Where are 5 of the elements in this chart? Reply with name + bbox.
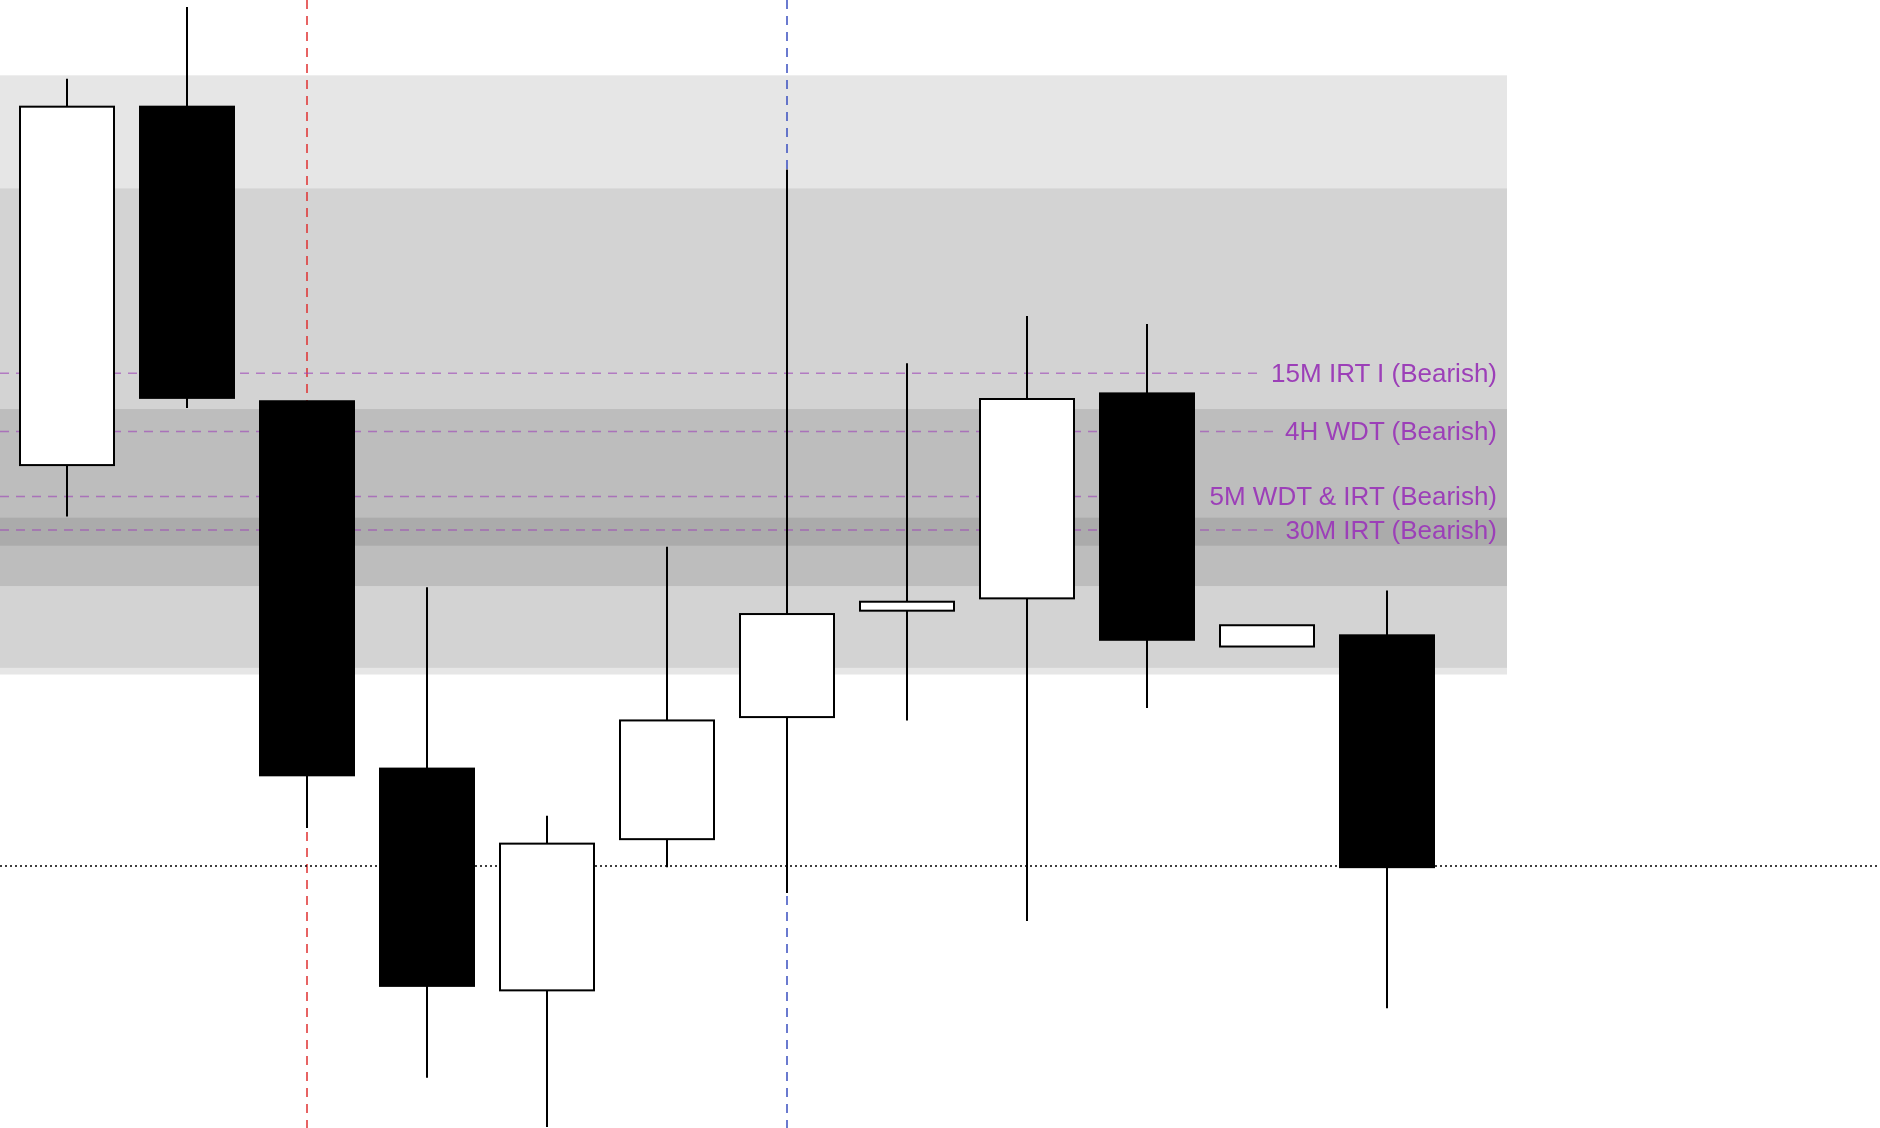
ref-line-label: 30M IRT (Bearish) — [1285, 515, 1497, 546]
ref-line-label: 4H WDT (Bearish) — [1285, 416, 1497, 447]
candlestick — [859, 362, 955, 722]
ref-line-label: 5M WDT & IRT (Bearish) — [1209, 481, 1497, 512]
ref-line-label: 15M IRT I (Bearish) — [1271, 358, 1497, 389]
